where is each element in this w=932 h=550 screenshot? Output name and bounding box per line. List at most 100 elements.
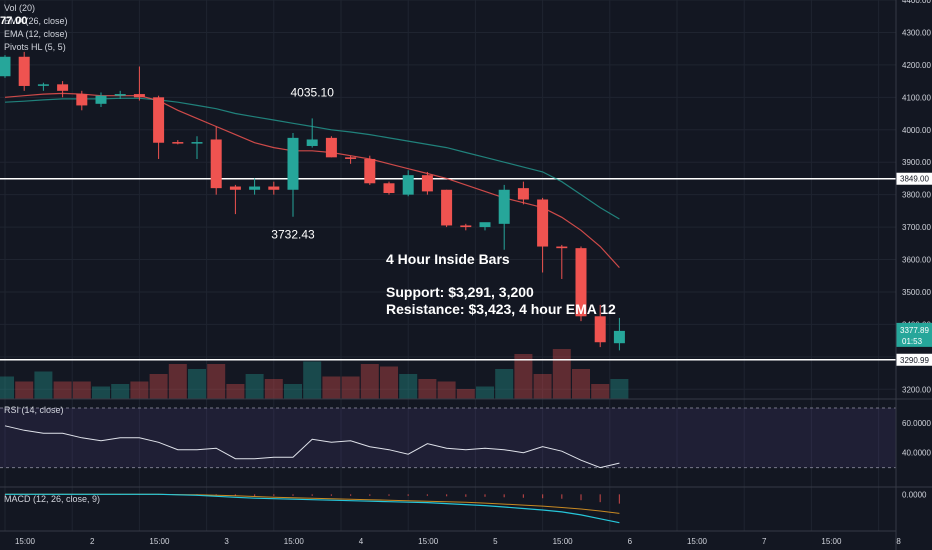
macd-line: [5, 493, 620, 524]
indicator-legend: Vol (20) EMA (26, close) EMA (12, close) Pi…: [4, 3, 68, 52]
time-tick-label: 15:00: [149, 537, 170, 546]
candle-body: [268, 186, 280, 190]
price-axis[interactable]: 4400.00 4300.00 4200.00 4100.00 4000.00 3900.…: [896, 0, 932, 394]
countdown-label: 01:53: [902, 337, 923, 346]
rsi-label: RSI (14, close): [4, 405, 64, 415]
indicator-legend-item: EMA (26, close): [4, 16, 68, 26]
candle-body: [191, 142, 203, 144]
level-price-tag-text: 3290.99: [900, 356, 929, 365]
candle-body: [325, 137, 337, 158]
volume-bar: [168, 364, 187, 399]
macd-histogram-bar: [561, 494, 563, 499]
candle-body: [441, 189, 453, 226]
rsi-line: [4, 425, 620, 469]
volume-bar: [341, 376, 360, 399]
macd-histogram-bar: [446, 494, 448, 497]
macd-histogram: [4, 494, 620, 504]
macd-histogram-bar: [330, 494, 332, 496]
macd-histogram-bar: [254, 494, 256, 497]
time-tick-label: 8: [896, 537, 901, 546]
candle-body: [133, 94, 145, 98]
volume-bar: [264, 379, 283, 399]
time-tick-label: 7: [762, 537, 767, 546]
volume-bar: [130, 381, 149, 399]
macd-histogram-bar: [273, 494, 275, 496]
price-tick-label: 3200.00: [902, 385, 931, 394]
time-tick-label: 6: [628, 537, 633, 546]
macd-tick-label: 0.0000: [902, 490, 927, 499]
macd-histogram-bar: [465, 494, 467, 497]
volume-bar: [303, 361, 322, 399]
candle-body: [575, 248, 587, 317]
candle-body: [0, 56, 11, 77]
volume-bar: [53, 381, 72, 399]
macd-histogram-bar: [292, 494, 294, 496]
volume-bar: [207, 364, 226, 399]
price-tick-label: 3500.00: [902, 288, 931, 297]
time-tick-label: 15:00: [821, 537, 842, 546]
level-price-tag: [896, 172, 932, 185]
rsi-band: [0, 407, 896, 468]
time-tick-label: 15:00: [284, 537, 305, 546]
candle-body: [153, 97, 165, 143]
candle-body: [172, 142, 184, 144]
time-tick-label: 15:00: [687, 537, 708, 546]
candle-body: [421, 175, 433, 192]
price-tick-label: 3900.00: [902, 158, 931, 167]
volume-bar: [111, 384, 130, 399]
candle-body: [402, 175, 414, 195]
last-price-tag-text: 3377.89: [900, 326, 929, 335]
time-tick-label: 15:00: [15, 537, 36, 546]
level-price-tag-text: 3849.00: [900, 175, 929, 184]
pivot-labels: 4035.10 3732.43: [271, 85, 334, 241]
candle-body: [613, 330, 625, 344]
indicator-legend-item: Vol (20): [4, 3, 35, 13]
volume-bar: [476, 386, 494, 399]
candle-body: [460, 225, 472, 228]
candle-body: [383, 183, 395, 194]
candle-body: [287, 137, 299, 190]
candle-body: [345, 157, 357, 159]
volume-bar: [245, 374, 264, 399]
candle-body: [517, 188, 529, 200]
time-tick-label: 2: [90, 537, 95, 546]
macd-histogram-bar: [618, 494, 620, 504]
volume-bars: [0, 349, 629, 399]
grid-lines: [0, 0, 896, 531]
macd-histogram-bar: [388, 494, 390, 496]
rsi-axis: 60.0000 40.0000: [902, 419, 931, 458]
candle-body: [364, 158, 376, 184]
volume-bar: [514, 354, 533, 399]
macd-histogram-bar: [542, 494, 544, 499]
macd-histogram-bar: [580, 494, 582, 501]
candle-body: [37, 84, 49, 86]
level-price-tag: [896, 353, 932, 366]
volume-bar: [456, 389, 475, 399]
candle-body: [76, 94, 88, 106]
price-tick-label: 4400.00: [902, 0, 931, 5]
macd-histogram-bar: [407, 494, 409, 496]
time-axis[interactable]: 15:00 2 15:00 3 15:00 4 15:00 5 15:00 6 15:00 7 15:0…: [15, 537, 901, 546]
candles: [0, 51, 625, 351]
macd-histogram-bar: [522, 494, 524, 498]
volume-bar: [34, 371, 53, 399]
macd-histogram-bar: [369, 494, 371, 496]
volume-bar: [15, 381, 34, 399]
volume-bar: [610, 379, 629, 399]
macd-histogram-bar: [350, 494, 352, 496]
indicator-legend-item: Pivots HL (5, 5): [4, 42, 66, 52]
annotation-line-2: Resistance: $3,423, 4 hour EMA 12: [386, 301, 616, 317]
price-tick-label: 4100.00: [902, 93, 931, 102]
pivot-label: 3732.43: [271, 228, 315, 242]
candle-body: [249, 186, 261, 190]
time-tick-label: 4: [359, 537, 364, 546]
volume-bar: [284, 384, 302, 399]
candle-body: [57, 84, 69, 91]
price-tick-label: 3700.00: [902, 223, 931, 232]
candle-body: [210, 139, 222, 189]
volume-bar: [149, 374, 168, 399]
volume-bar: [399, 374, 418, 399]
volume-bar: [360, 364, 379, 399]
volume-bar: [437, 381, 456, 399]
